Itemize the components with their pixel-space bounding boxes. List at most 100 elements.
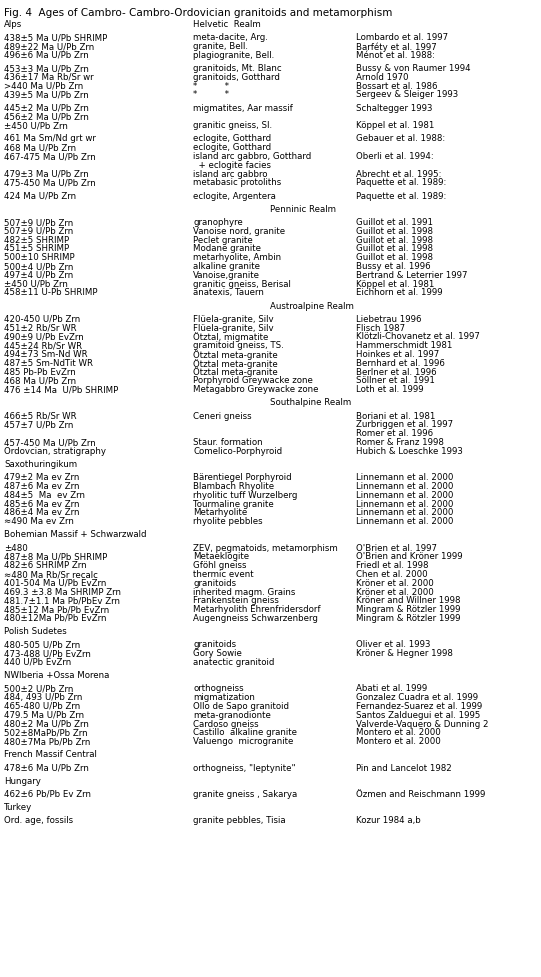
Text: anatexis, Tauern: anatexis, Tauern: [193, 288, 264, 297]
Text: Blambach Rhyolite: Blambach Rhyolite: [193, 482, 274, 491]
Text: Romer et al. 1996: Romer et al. 1996: [356, 429, 433, 439]
Text: Metarhyolith Ehrenfridersdorf: Metarhyolith Ehrenfridersdorf: [193, 605, 320, 615]
Text: Austroalpine Realm: Austroalpine Realm: [270, 302, 354, 311]
Text: Söllner et al. 1991: Söllner et al. 1991: [356, 376, 435, 385]
Text: Gory Sowie: Gory Sowie: [193, 649, 242, 658]
Text: Linnemann et al. 2000: Linnemann et al. 2000: [356, 499, 453, 509]
Text: meta-dacite, Arg.: meta-dacite, Arg.: [193, 33, 268, 42]
Text: granite, Bell.: granite, Bell.: [193, 42, 248, 51]
Text: Flisch 1987: Flisch 1987: [356, 323, 405, 332]
Text: 487±6 Ma ev Zrn: 487±6 Ma ev Zrn: [4, 482, 80, 491]
Text: 473-488 U/Pb EvZrn: 473-488 U/Pb EvZrn: [4, 649, 91, 658]
Text: 490±9 U/Pb EvZrn: 490±9 U/Pb EvZrn: [4, 332, 84, 341]
Text: Vanoise nord, granite: Vanoise nord, granite: [193, 227, 285, 235]
Text: granite pebbles, Tisia: granite pebbles, Tisia: [193, 817, 286, 826]
Text: Abati et al. 1999: Abati et al. 1999: [356, 685, 427, 694]
Text: anatectic granitoid: anatectic granitoid: [193, 658, 274, 667]
Text: 462±6 Pb/Pb Ev Zrn: 462±6 Pb/Pb Ev Zrn: [4, 790, 91, 799]
Text: Penninic Realm: Penninic Realm: [270, 205, 336, 214]
Text: Mingram & Rötzler 1999: Mingram & Rötzler 1999: [356, 605, 460, 615]
Text: Flüela-granite, Silv: Flüela-granite, Silv: [193, 315, 274, 323]
Text: 458±11 U-Pb SHRIMP: 458±11 U-Pb SHRIMP: [4, 288, 97, 297]
Text: 478±6 Ma U/Pb Zrn: 478±6 Ma U/Pb Zrn: [4, 764, 89, 773]
Text: Chen et al. 2000: Chen et al. 2000: [356, 570, 427, 579]
Text: Flüela-granite, Silv: Flüela-granite, Silv: [193, 323, 274, 332]
Text: Metagabbro Greywacke zone: Metagabbro Greywacke zone: [193, 385, 319, 394]
Text: 467-475 Ma U/Pb Zrn: 467-475 Ma U/Pb Zrn: [4, 152, 96, 161]
Text: Hammerschmidt 1981: Hammerschmidt 1981: [356, 341, 452, 350]
Text: Linnemann et al. 2000: Linnemann et al. 2000: [356, 482, 453, 491]
Text: 485 Pb-Pb EvZrn: 485 Pb-Pb EvZrn: [4, 367, 76, 376]
Text: Ötztal meta-granite: Ötztal meta-granite: [193, 359, 278, 368]
Text: 468 Ma U/Pb Zrn: 468 Ma U/Pb Zrn: [4, 376, 76, 385]
Text: Eichhorn et al. 1999: Eichhorn et al. 1999: [356, 288, 443, 297]
Text: granitic gneiss, Berisal: granitic gneiss, Berisal: [193, 279, 291, 288]
Text: granitoids, Gotthard: granitoids, Gotthard: [193, 73, 280, 82]
Text: Helvetic  Realm: Helvetic Realm: [193, 20, 261, 29]
Text: Paquette et al. 1989:: Paquette et al. 1989:: [356, 179, 446, 188]
Text: O'Brien et al. 1997: O'Brien et al. 1997: [356, 543, 437, 553]
Text: Bertrand & Leterrier 1997: Bertrand & Leterrier 1997: [356, 271, 467, 279]
Text: 468 Ma U/Pb Zrn: 468 Ma U/Pb Zrn: [4, 144, 76, 152]
Text: 480-505 U/Pb Zrn: 480-505 U/Pb Zrn: [4, 640, 80, 650]
Text: >440 Ma U/Pb Zrn: >440 Ma U/Pb Zrn: [4, 82, 83, 91]
Text: Kröner et al. 2000: Kröner et al. 2000: [356, 578, 434, 588]
Text: Mingram & Rötzler 1999: Mingram & Rötzler 1999: [356, 614, 460, 623]
Text: ≈480 Ma Rb/Sr recalc: ≈480 Ma Rb/Sr recalc: [4, 570, 98, 579]
Text: Linnemann et al. 2000: Linnemann et al. 2000: [356, 517, 453, 527]
Text: 451±2 Rb/Sr WR: 451±2 Rb/Sr WR: [4, 323, 77, 332]
Text: Ötztal meta-granite: Ötztal meta-granite: [193, 367, 278, 377]
Text: French Massif Central: French Massif Central: [4, 750, 97, 759]
Text: Tourmaline granite: Tourmaline granite: [193, 499, 274, 509]
Text: Guillot et al. 1998: Guillot et al. 1998: [356, 253, 433, 262]
Text: + eclogite facies: + eclogite facies: [193, 161, 271, 170]
Text: 484, 493 U/Pb Zrn: 484, 493 U/Pb Zrn: [4, 694, 82, 702]
Text: Ötztal meta-granite: Ötztal meta-granite: [193, 350, 278, 360]
Text: 438±5 Ma U/Pb SHRIMP: 438±5 Ma U/Pb SHRIMP: [4, 33, 107, 42]
Text: Bohemian Massif + Schwarzwald: Bohemian Massif + Schwarzwald: [4, 531, 147, 539]
Text: Sergeev & Sleiger 1993: Sergeev & Sleiger 1993: [356, 91, 458, 100]
Text: Kröner & Hegner 1998: Kröner & Hegner 1998: [356, 649, 453, 658]
Text: Valverde-Vaquero & Dunning 2: Valverde-Vaquero & Dunning 2: [356, 720, 489, 729]
Text: 479.5 Ma U/Pb Zrn: 479.5 Ma U/Pb Zrn: [4, 711, 84, 720]
Text: Polish Sudetes: Polish Sudetes: [4, 627, 67, 636]
Text: Berlner et al. 1996: Berlner et al. 1996: [356, 367, 437, 376]
Text: 401-504 Ma U/Pb EvZrn: 401-504 Ma U/Pb EvZrn: [4, 578, 107, 588]
Text: metabasic protoliths: metabasic protoliths: [193, 179, 281, 188]
Text: 496±6 Ma U/Pb Zrn: 496±6 Ma U/Pb Zrn: [4, 51, 89, 60]
Text: 445±2 Ma U/Pb Zrn: 445±2 Ma U/Pb Zrn: [4, 104, 89, 112]
Text: Saxothuringikum: Saxothuringikum: [4, 460, 77, 469]
Text: 469.3 ±3.8 Ma SHRIMP Zrn: 469.3 ±3.8 Ma SHRIMP Zrn: [4, 587, 121, 597]
Text: granitoids: granitoids: [193, 640, 236, 650]
Text: 480±7Ma Pb/Pb Zrn: 480±7Ma Pb/Pb Zrn: [4, 738, 90, 746]
Text: 485±6 Ma ev Zrn: 485±6 Ma ev Zrn: [4, 499, 80, 509]
Text: Gebauer et al. 1988:: Gebauer et al. 1988:: [356, 135, 445, 144]
Text: 500±4 U/Pb Zrn: 500±4 U/Pb Zrn: [4, 262, 74, 271]
Text: Montero et al. 2000: Montero et al. 2000: [356, 738, 441, 746]
Text: Bussy et al. 1996: Bussy et al. 1996: [356, 262, 431, 271]
Text: Bärentiegel Porphyroid: Bärentiegel Porphyroid: [193, 473, 292, 483]
Text: Peclet granite: Peclet granite: [193, 235, 253, 244]
Text: 457-450 Ma U/Pb Zrn: 457-450 Ma U/Pb Zrn: [4, 438, 96, 447]
Text: Turkey: Turkey: [4, 803, 32, 812]
Text: Augengneiss Schwarzenberg: Augengneiss Schwarzenberg: [193, 614, 318, 623]
Text: Pin and Lancelot 1982: Pin and Lancelot 1982: [356, 764, 452, 773]
Text: Ceneri gneiss: Ceneri gneiss: [193, 411, 252, 421]
Text: Castillo  alkaline granite: Castillo alkaline granite: [193, 729, 297, 738]
Text: Bussy & von Raumer 1994: Bussy & von Raumer 1994: [356, 64, 471, 73]
Text: Klötzli-Chovanetz et al. 1997: Klötzli-Chovanetz et al. 1997: [356, 332, 480, 341]
Text: Hubich & Loeschke 1993: Hubich & Loeschke 1993: [356, 446, 463, 456]
Text: granophyre: granophyre: [193, 218, 243, 227]
Text: 494±73 Sm-Nd WR: 494±73 Sm-Nd WR: [4, 350, 88, 359]
Text: 479±2 Ma ev Zrn: 479±2 Ma ev Zrn: [4, 473, 80, 483]
Text: 482±5 SHRIMP: 482±5 SHRIMP: [4, 235, 69, 244]
Text: Fernandez-Suarez et al. 1999: Fernandez-Suarez et al. 1999: [356, 702, 482, 711]
Text: eclogite, Gotthard: eclogite, Gotthard: [193, 144, 271, 152]
Text: 466±5 Rb/Sr WR: 466±5 Rb/Sr WR: [4, 411, 77, 421]
Text: 507±9 U/Pb Zrn: 507±9 U/Pb Zrn: [4, 227, 73, 235]
Text: island arc gabbro, Gotthard: island arc gabbro, Gotthard: [193, 152, 311, 161]
Text: 479±3 Ma U/Pb Zrn: 479±3 Ma U/Pb Zrn: [4, 170, 89, 179]
Text: migmatization: migmatization: [193, 694, 255, 702]
Text: granitoids, Mt. Blanc: granitoids, Mt. Blanc: [193, 64, 282, 73]
Text: Alps: Alps: [4, 20, 22, 29]
